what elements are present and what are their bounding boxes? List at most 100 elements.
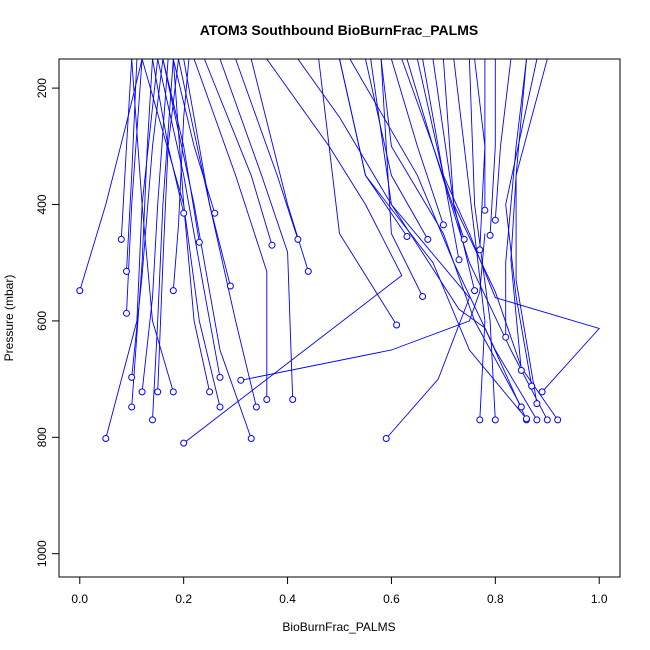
data-point-6 — [102, 435, 110, 442]
x-tick-label: 0.8 — [487, 592, 504, 606]
data-point-42 — [502, 333, 510, 341]
series-line-14 — [172, 58, 216, 214]
data-point-46 — [538, 388, 546, 396]
data-point-10 — [154, 388, 162, 396]
series-line-43 — [510, 58, 527, 371]
data-point-1 — [76, 287, 84, 295]
series-line-41 — [494, 58, 512, 221]
data-point-44 — [533, 400, 541, 408]
series-line-52 — [339, 58, 527, 419]
data-point-40 — [486, 231, 494, 239]
series-line-7 — [131, 58, 164, 378]
data-point-20 — [226, 282, 234, 290]
data-point-52 — [523, 415, 530, 423]
data-point-14 — [211, 209, 219, 217]
series-line-4 — [126, 58, 143, 314]
series-line-12 — [152, 58, 185, 214]
data-point-35 — [471, 287, 479, 295]
data-point-49 — [543, 416, 551, 424]
data-point-25 — [304, 267, 312, 275]
y-tick-label: 600 — [35, 311, 49, 331]
data-point-13 — [195, 238, 203, 246]
series-line-26 — [183, 58, 403, 444]
data-point-31 — [419, 293, 427, 300]
y-axis: 200 400 600 800 1000 — [35, 78, 60, 567]
series-line-27 — [297, 58, 470, 439]
series-line-36 — [453, 58, 486, 420]
x-tick-label: 0.0 — [71, 592, 88, 606]
data-point-43 — [517, 366, 525, 374]
data-point-2 — [117, 235, 125, 243]
data-point-28 — [393, 321, 401, 329]
x-tick-label: 0.6 — [383, 592, 400, 606]
y-tick-label: 400 — [35, 194, 49, 214]
series-line-16 — [157, 58, 221, 378]
data-point-9 — [149, 416, 156, 424]
series-line-5 — [131, 58, 153, 408]
series-line-40 — [489, 59, 496, 236]
series-line-24 — [235, 58, 299, 240]
data-point-41 — [491, 216, 499, 224]
series-line-18 — [183, 58, 257, 408]
x-tick-label: 0.2 — [175, 592, 192, 606]
data-point-32 — [439, 221, 447, 229]
data-point-11 — [169, 287, 177, 295]
series-line-31 — [380, 58, 424, 297]
y-tick-label: 200 — [35, 78, 49, 98]
data-point-39 — [481, 206, 489, 214]
data-point-38 — [476, 246, 484, 254]
series-line-42 — [505, 58, 527, 338]
data-point-18 — [252, 403, 260, 411]
chart-title: ATOM3 Southbound BioBurnFrac_PALMS — [200, 22, 478, 38]
data-point-48 — [533, 416, 541, 424]
data-point-30 — [424, 235, 432, 243]
plot-markers-group — [76, 206, 562, 447]
data-point-26 — [180, 439, 188, 447]
series-line-44 — [515, 58, 548, 404]
data-point-15 — [206, 388, 214, 396]
series-line-21 — [193, 58, 268, 400]
series-line-51 — [380, 58, 522, 408]
series-line-30 — [365, 58, 429, 240]
data-point-21 — [263, 396, 271, 403]
series-line-13 — [162, 58, 200, 243]
data-point-19 — [247, 435, 255, 442]
data-point-5 — [128, 403, 136, 411]
data-point-29 — [403, 233, 411, 240]
series-line-45 — [505, 58, 538, 387]
data-point-23 — [289, 396, 297, 403]
data-point-54 — [169, 388, 177, 396]
series-line-28 — [318, 58, 397, 326]
data-point-22 — [268, 241, 276, 249]
data-point-27 — [382, 435, 390, 442]
series-line-6 — [105, 58, 159, 439]
plot-series-group — [79, 58, 601, 444]
series-line-23 — [219, 58, 294, 400]
data-point-53 — [237, 376, 245, 384]
series-line-2 — [120, 58, 133, 240]
data-point-12 — [180, 209, 188, 217]
y-axis-label: Pressure (mbar) — [2, 275, 16, 362]
data-point-36 — [476, 416, 484, 424]
data-point-3 — [123, 267, 130, 275]
data-point-34 — [455, 256, 463, 264]
series-line-47 — [370, 58, 527, 421]
data-point-24 — [294, 235, 302, 243]
series-line-22 — [203, 58, 273, 246]
series-line-19 — [162, 58, 252, 439]
data-point-16 — [216, 373, 224, 381]
series-line-9 — [152, 58, 174, 420]
series-line-3 — [126, 58, 138, 272]
x-axis: 0.0 0.2 0.4 0.6 0.8 1.0 — [71, 576, 608, 606]
data-point-50 — [554, 416, 562, 424]
series-line-53 — [240, 233, 486, 381]
data-point-8 — [138, 388, 146, 396]
series-line-17 — [141, 58, 221, 408]
series-line-20 — [178, 58, 231, 287]
data-point-51 — [517, 403, 525, 411]
x-tick-label: 1.0 — [591, 592, 608, 606]
series-line-32 — [390, 58, 444, 226]
data-point-37 — [491, 416, 499, 424]
x-tick-label: 0.4 — [279, 592, 296, 606]
